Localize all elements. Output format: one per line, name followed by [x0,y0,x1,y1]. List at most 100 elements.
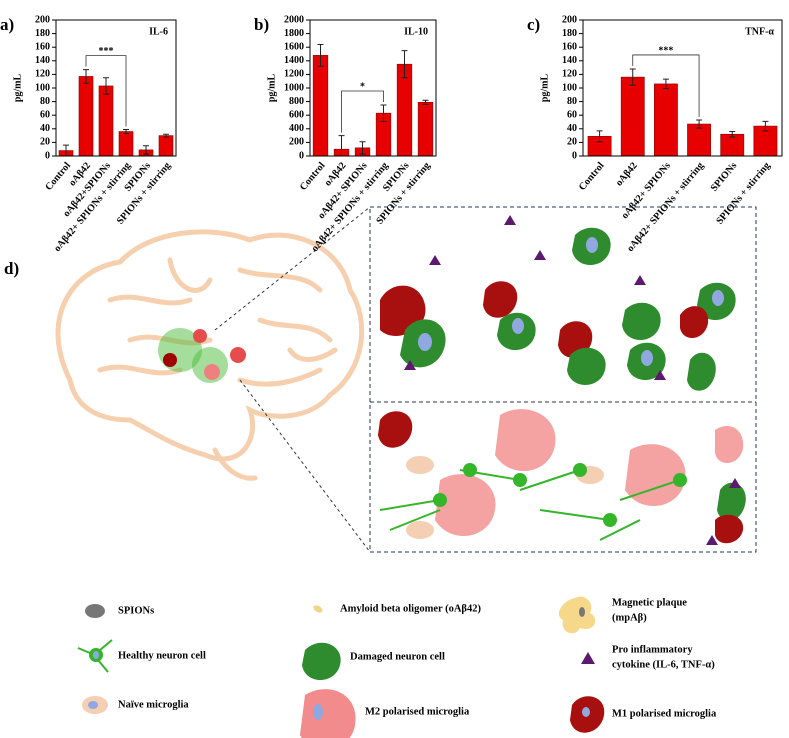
axes [55,19,177,157]
x-tick-label: oAβ42 [614,160,640,188]
error-bar [401,50,408,79]
box-top-cells [380,215,736,391]
legend-icons [77,596,605,738]
error-bar [317,43,324,67]
y-tick-label: 160 [562,41,577,52]
legend-label: M2 polarised microglia [365,706,470,717]
significance-bracket [85,55,127,127]
bar [312,55,329,157]
y-tick-label: 60 [40,109,50,120]
error-bar [696,119,703,129]
error-bar [359,141,366,155]
bar [620,76,645,157]
significance-bracket [341,90,384,133]
legend-label: Amyloid beta oligomer (oAβ42) [340,603,481,614]
legend-label: Damaged neuron cell [350,651,445,662]
axes [309,19,437,157]
y-tick-label: 200 [35,14,50,25]
error-bar [729,131,736,138]
chart-title: IL-10 [404,26,428,37]
legend-text: SPIONs Amyloid beta oligomer (oAβ42) Mag… [118,597,717,719]
significance-label: *** [99,46,114,57]
error-bar [629,68,636,86]
y-tick-label: 1000 [284,82,304,93]
y-tick-label: 20 [40,137,50,148]
y-tick-label: 600 [289,109,304,120]
chart-title: TNF-α [745,26,774,37]
y-tick-label: 200 [289,137,304,148]
panel-label: d) [4,259,19,278]
y-tick-label: 400 [289,123,304,134]
significance-label: *** [658,45,673,56]
y-tick-label: 120 [35,69,50,80]
axes [582,19,783,157]
error-bar [163,133,169,138]
y-tick-label: 20 [567,137,577,148]
bar [417,101,434,157]
y-axis-label: pg/mL [266,74,277,103]
chart-title: IL-6 [149,26,168,37]
y-tick-label: 60 [567,109,577,120]
x-tick-label: Control [298,160,328,193]
panel-label: b) [254,15,269,34]
error-bar [103,77,109,95]
y-tick-label: 0 [572,150,577,161]
y-tick-label: 2000 [284,14,304,25]
legend-label: (mpAβ) [612,612,647,623]
y-tick-label: 40 [567,123,577,134]
panel-label: a) [0,15,14,34]
zoom-box [369,206,757,553]
bar [654,83,678,157]
significance-label: * [360,81,365,92]
y-tick-label: 100 [35,82,50,93]
error-bar [143,145,149,155]
error-bar [123,128,129,135]
x-tick-label: Control [577,160,607,193]
legend-label: Pro inflammatory [612,644,693,655]
error-bar [662,78,669,90]
x-tick-label: SPIONs [709,160,740,194]
bar [98,85,114,157]
significance-bracket [632,54,700,117]
y-tick-label: 0 [45,150,50,161]
legend-label: SPIONs [118,605,154,616]
legend-label: Healthy neuron cell [118,650,206,661]
panel-label: c) [527,15,540,34]
brain-cells [158,328,246,383]
bar [158,135,174,157]
y-tick-label: 160 [35,41,50,52]
y-tick-label: 1400 [284,55,304,66]
error-bar [762,120,769,132]
y-axis-label: pg/mL [12,74,23,103]
y-tick-label: 1200 [284,69,304,80]
y-tick-label: 80 [567,96,577,107]
bar [118,131,134,157]
y-tick-label: 200 [562,14,577,25]
y-tick-label: 1600 [284,41,304,52]
bar [78,76,94,157]
legend-label: cytokine (IL-6, TNF-α) [612,659,715,670]
y-tick-label: 180 [562,28,577,39]
y-tick-label: 0 [299,150,304,161]
y-tick-label: 120 [562,69,577,80]
error-bar [83,69,89,84]
y-tick-label: 80 [40,96,50,107]
y-tick-label: 140 [35,55,50,66]
y-tick-label: 40 [40,123,50,134]
legend-label: M1 polarised microglia [612,708,717,719]
y-tick-label: 180 [35,28,50,39]
brain [55,229,365,481]
box-bottom-cells [378,409,746,545]
y-tick-label: 800 [289,96,304,107]
error-bar [422,99,429,105]
bar [687,123,711,157]
error-bar [380,104,387,122]
legend-label: Magnetic plaque [612,597,687,608]
y-axis-label: pg/mL [539,74,550,103]
y-tick-label: 100 [562,82,577,93]
legend-label: Naïve microglia [118,699,189,710]
zoom-lines [214,206,371,553]
bar [720,133,745,157]
y-tick-label: 1800 [284,28,304,39]
